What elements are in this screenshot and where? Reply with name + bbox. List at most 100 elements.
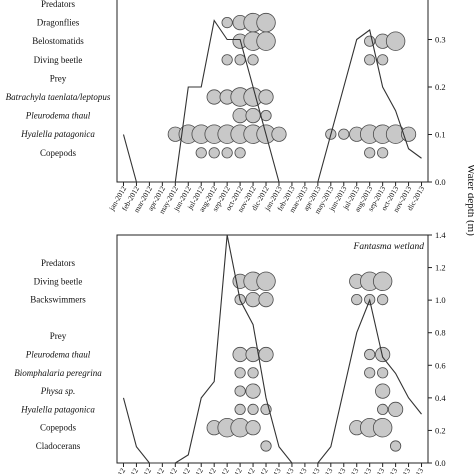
x-tick-label: aug-2012 bbox=[196, 466, 218, 474]
y-tick-label: 0.4 bbox=[435, 393, 446, 403]
abundance-bubble bbox=[271, 126, 287, 142]
taxon-label: Batrachyla taenlata/leptopus bbox=[6, 92, 111, 102]
abundance-bubble bbox=[364, 147, 376, 159]
plot-frame bbox=[116, 234, 429, 464]
abundance-bubble bbox=[234, 367, 246, 379]
taxon-label: Prey bbox=[50, 331, 67, 341]
abundance-bubble bbox=[338, 128, 350, 140]
abundance-bubble bbox=[377, 147, 389, 159]
x-tick-label: feb-2012 bbox=[119, 466, 140, 474]
abundance-bubble bbox=[234, 147, 246, 159]
x-tick-label: jan-2013 bbox=[261, 466, 283, 474]
x-tick-label: oct-2013 bbox=[378, 466, 399, 474]
taxon-label: Biomphalaria peregrina bbox=[14, 368, 102, 378]
x-tick-label: jun-2012 bbox=[170, 466, 192, 474]
abundance-bubble bbox=[245, 291, 261, 308]
x-tick-label: dic-2013 bbox=[404, 466, 425, 474]
y-tick-label: 0.1 bbox=[435, 130, 446, 140]
abundance-bubble bbox=[364, 54, 376, 66]
abundance-bubble bbox=[375, 383, 391, 399]
panel-bottom: 0.0 0.2 0.4 0.6 0.8 1.0 1.2 1.4 jan-2012feb-2012… bbox=[14, 230, 446, 474]
abundance-bubble bbox=[375, 346, 391, 363]
abundance-bubble bbox=[206, 89, 222, 105]
abundance-bubble bbox=[245, 420, 261, 436]
abundance-bubble bbox=[385, 31, 406, 51]
abundance-bubble bbox=[377, 403, 389, 415]
x-tick-label: apr-2013 bbox=[300, 466, 321, 474]
x-tick-label: sep-2012 bbox=[209, 466, 231, 474]
x-tick-label: feb-2013 bbox=[274, 466, 295, 474]
x-tick-label: sep-2013 bbox=[365, 466, 387, 474]
taxon-label: Diving beetle bbox=[34, 276, 83, 286]
abundance-bubble bbox=[221, 17, 233, 29]
abundance-bubble bbox=[234, 385, 246, 397]
taxon-label: Copepods bbox=[40, 148, 76, 158]
panel-label: Fantasma wetland bbox=[353, 242, 425, 252]
abundance-bubble bbox=[258, 346, 274, 363]
abundance-bubble bbox=[234, 54, 246, 66]
taxon-label: Pleurodema thaul bbox=[25, 350, 91, 360]
abundance-bubble bbox=[390, 440, 402, 452]
y-tick-label: 0.2 bbox=[435, 82, 446, 92]
taxon-label: Pleurodema thaul bbox=[25, 111, 91, 121]
abundance-bubble bbox=[232, 346, 248, 363]
abundance-bubble bbox=[247, 403, 259, 415]
taxon-label: Prey bbox=[50, 73, 67, 83]
x-tick-label: jan-2012 bbox=[106, 466, 128, 474]
taxon-label: Hyalella patagonica bbox=[20, 129, 95, 139]
taxon-label: Predators bbox=[41, 258, 75, 268]
abundance-bubble bbox=[372, 271, 393, 292]
y-tick-label: 1.0 bbox=[435, 295, 446, 305]
taxon-label: Copepods bbox=[40, 423, 76, 433]
taxon-label: Diving beetle bbox=[34, 55, 83, 65]
abundance-bubble bbox=[351, 293, 363, 306]
water-depth-line bbox=[122, 19, 422, 183]
abundance-bubble bbox=[256, 31, 276, 51]
abundance-bubble bbox=[245, 383, 261, 399]
taxon-label: Physa sp. bbox=[40, 386, 76, 396]
taxon-label: Dragonflies bbox=[37, 18, 80, 28]
x-tick-label: nov-2013 bbox=[390, 466, 412, 474]
y-tick-label: 0.2 bbox=[435, 425, 446, 435]
abundance-bubble bbox=[247, 367, 259, 379]
taxon-label: Cladocerans bbox=[36, 441, 81, 451]
abundance-bubble bbox=[258, 89, 274, 105]
y-tick-label: 1.2 bbox=[435, 263, 446, 273]
abundance-bubble bbox=[364, 367, 376, 379]
x-tick-label: oct-2012 bbox=[223, 466, 244, 474]
abundance-bubble bbox=[260, 440, 272, 452]
abundance-bubble bbox=[377, 293, 389, 306]
abundance-bubble bbox=[258, 291, 274, 308]
abundance-bubble bbox=[256, 271, 276, 292]
abundance-bubble bbox=[377, 54, 389, 66]
x-tick-label: apr-2012 bbox=[145, 466, 166, 474]
y-tick-label: 0.3 bbox=[435, 35, 446, 45]
taxon-label: Predators bbox=[41, 0, 75, 9]
abundance-bubble bbox=[377, 367, 389, 379]
abundance-bubble bbox=[245, 108, 261, 124]
taxon-label: Hyalella patagonica bbox=[20, 404, 95, 414]
abundance-bubble bbox=[247, 54, 259, 66]
y-tick-label: 0.6 bbox=[435, 360, 446, 370]
x-tick-label: dic-2012 bbox=[249, 466, 270, 474]
abundance-bubble bbox=[372, 418, 393, 438]
y-axis-label: Water depth (m) bbox=[465, 164, 474, 236]
x-tick-label: aug-2013 bbox=[351, 466, 373, 474]
abundance-bubble bbox=[388, 401, 404, 417]
water-depth-line bbox=[122, 234, 422, 464]
taxon-label: Belostomatids bbox=[32, 36, 84, 46]
panel-top: 0.00.10.20.30.4jan-2012feb-2012mar-2012a… bbox=[6, 0, 446, 215]
abundance-bubble bbox=[256, 12, 276, 33]
y-tick-label: 0.8 bbox=[435, 328, 446, 338]
abundance-bubble bbox=[221, 147, 233, 159]
abundance-bubble bbox=[234, 403, 246, 415]
y-tick-label: 0.0 bbox=[435, 177, 446, 187]
taxon-label: Backswimmers bbox=[30, 295, 86, 305]
abundance-bubble bbox=[208, 147, 220, 159]
y-tick-label: 0.0 bbox=[435, 458, 446, 468]
abundance-bubble bbox=[221, 54, 233, 66]
x-tick-label: jul-2013 bbox=[339, 466, 360, 474]
x-tick-label: nov-2012 bbox=[235, 466, 257, 474]
x-tick-label: jul-2012 bbox=[184, 466, 205, 474]
